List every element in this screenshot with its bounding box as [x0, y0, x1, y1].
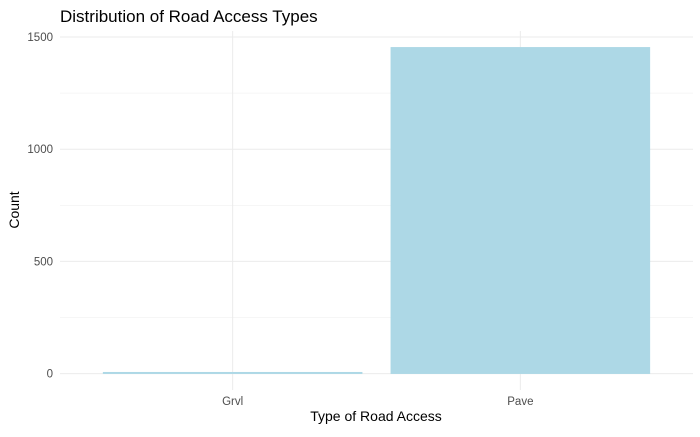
- y-tick-label: 500: [34, 256, 53, 268]
- x-tick-label: Grvl: [222, 396, 243, 408]
- bar-grvl: [102, 371, 363, 374]
- y-axis-title: Count: [6, 191, 22, 228]
- y-tick-label: 1500: [27, 32, 53, 44]
- x-axis-title: Type of Road Access: [310, 408, 442, 424]
- chart-title: Distribution of Road Access Types: [60, 7, 318, 26]
- x-tick-labels: Grvl Pave: [222, 396, 533, 408]
- bars-layer: [102, 47, 651, 374]
- y-tick-label: 1000: [27, 144, 53, 156]
- bar-pave: [390, 47, 651, 374]
- y-tick-labels: 0 500 1000 1500: [27, 32, 53, 381]
- y-tick-label: 0: [47, 369, 53, 381]
- x-tick-label: Pave: [507, 396, 533, 408]
